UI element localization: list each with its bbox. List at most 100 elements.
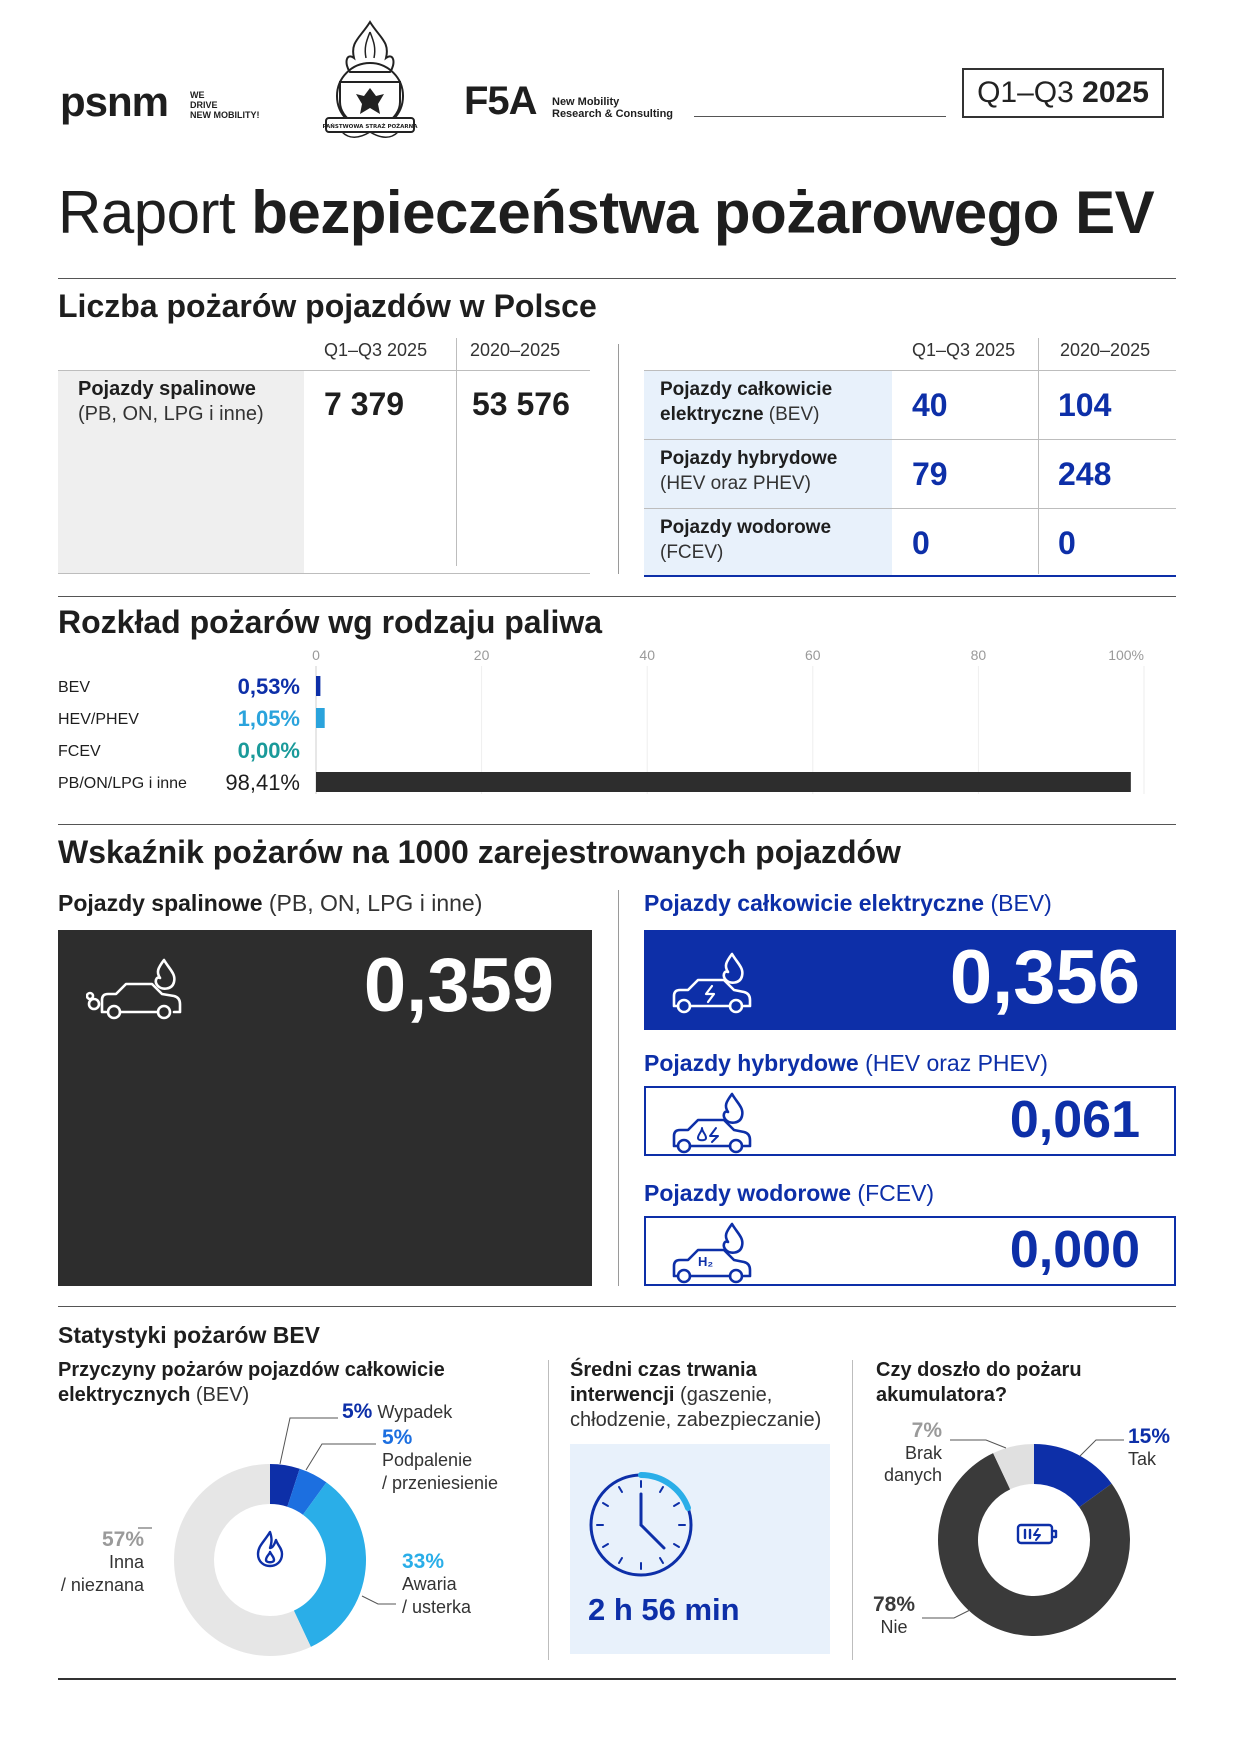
battery-donut	[922, 1439, 1130, 1636]
category-label: PB/ON/LPG i inne	[58, 775, 187, 792]
battery-no-text: Nie	[880, 1617, 908, 1637]
divider-3	[58, 824, 1176, 825]
ev-row-hydrogen: Pojazdy wodorowe (FCEV) 0 0	[644, 509, 1176, 577]
psnm-logo: psnm WE DRIVE NEW MOBILITY!	[60, 78, 270, 126]
period-year: 2025	[1082, 76, 1149, 109]
rate-center-divider	[618, 890, 619, 1286]
page-title: Raport bezpieczeństwa pożarowego EV	[58, 178, 1155, 247]
duration-title-2: interwencji	[570, 1384, 675, 1406]
hydrogen-rate-name: Pojazdy wodorowe	[644, 1180, 852, 1206]
leader-line	[279, 1417, 338, 1465]
ev-col-total: 2020–2025	[1060, 340, 1151, 360]
battery-yes-text: Tak	[1128, 1449, 1157, 1469]
cause-failure-text-2: / usterka	[402, 1597, 472, 1617]
battery-no-label: 78% Nie	[870, 1594, 918, 1638]
combustion-rate-sub: (PB, ON, LPG i inne)	[268, 890, 483, 916]
psnm-tagline-2: DRIVE	[190, 100, 218, 110]
bev-rate-sub: (BEV)	[990, 890, 1052, 916]
divider-2	[58, 596, 1176, 597]
psp-emblem-text: PAŃSTWOWA STRAŻ POŻARNA	[323, 122, 419, 130]
hydrogen-badge: H₂	[698, 1254, 714, 1269]
footer-rule	[58, 1678, 1176, 1680]
category-label: HEV/PHEV	[58, 711, 139, 728]
category-label: FCEV	[58, 743, 101, 760]
duration-value: 2 h 56 min	[588, 1592, 740, 1627]
leader-line	[305, 1443, 376, 1471]
fire-icon	[254, 1530, 286, 1573]
hybrid-name: Pojazdy hybrydowe	[660, 448, 838, 469]
cause-arson-text-2: / przeniesienie	[382, 1473, 499, 1493]
hybrid-total-value: 248	[1058, 456, 1112, 492]
duration-title-sub: (gaszenie,	[680, 1384, 773, 1406]
causes-title-1: Przyczyny pożarów pojazdów całkowicie	[58, 1359, 445, 1381]
cause-arson-text: Podpalenie	[382, 1450, 473, 1470]
divider-4	[58, 1306, 1176, 1307]
hydrogen-rate-label: Pojazdy wodorowe (FCEV)	[644, 1180, 934, 1207]
bev-name-2: elektryczne	[660, 404, 764, 425]
x-tick-label: 20	[474, 648, 490, 663]
cause-other-label: 57% Inna / nieznana	[58, 1528, 144, 1597]
donut-slice	[1034, 1444, 1112, 1508]
hybrid-rate-sub: (HEV oraz PHEV)	[865, 1050, 1048, 1076]
stats-divider-1	[548, 1360, 549, 1660]
hybrid-rate-card: 0,061	[644, 1086, 1176, 1156]
rate-heading: Wskaźnik pożarów na 1000 zarejestrowanyc…	[58, 834, 901, 870]
category-label: BEV	[58, 679, 90, 696]
hybrid-car-icon	[670, 1092, 754, 1159]
donut-slice	[174, 1464, 311, 1656]
f5a-logo: F5A New Mobility Research & Consulting	[464, 79, 684, 126]
cause-arson-label: 5% Podpalenie / przeniesienie	[382, 1426, 498, 1495]
combustion-sub: (PB, ON, LPG i inne)	[78, 403, 264, 425]
bev-rate-card: 0,356	[644, 930, 1176, 1030]
clock-icon	[586, 1470, 696, 1585]
x-tick-label: 80	[971, 648, 987, 663]
battery-chart: 15% Tak 7% Brak danych 78% Nie	[870, 1400, 1176, 1660]
duration-title: Średni czas trwania interwencji (gaszeni…	[570, 1358, 840, 1433]
leader-line	[361, 1595, 396, 1605]
psp-emblem: PAŃSTWOWA STRAŻ POŻARNA	[320, 18, 420, 142]
data-label: 98,41%	[225, 770, 300, 795]
ev-row-bev: Pojazdy całkowicie elektryczne (BEV) 40 …	[644, 371, 1176, 440]
donut-slice	[993, 1444, 1034, 1490]
data-label: 0,00%	[238, 738, 300, 763]
cause-failure-text: Awaria	[402, 1574, 457, 1594]
combustion-q-value: 7 379	[324, 386, 405, 422]
combustion-rate-label: Pojazdy spalinowe (PB, ON, LPG i inne)	[58, 890, 482, 917]
stats-divider-2	[852, 1360, 853, 1660]
hydrogen-q-value: 0	[912, 525, 930, 561]
duration-card: 2 h 56 min	[570, 1444, 830, 1654]
divider-1	[58, 278, 1176, 279]
bev-q-value: 40	[912, 387, 948, 423]
hybrid-rate-name: Pojazdy hybrydowe	[644, 1050, 859, 1076]
battery-unknown-text: Brak	[904, 1443, 942, 1463]
battery-yes-pct: 15%	[1128, 1425, 1171, 1448]
causes-donut	[138, 1417, 396, 1656]
bev-name: Pojazdy całkowicie	[660, 379, 833, 400]
combustion-rate-value: 0,359	[363, 943, 554, 1028]
causes-title: Przyczyny pożarów pojazdów całkowicie el…	[58, 1358, 498, 1408]
donut-slice	[938, 1453, 1130, 1636]
combustion-name-cell	[58, 371, 304, 573]
psnm-tagline-1: WE	[190, 90, 205, 100]
f5a-wordmark: F5A	[464, 79, 538, 123]
data-label: 0,53%	[238, 674, 300, 699]
period-badge: Q1–Q3 2025	[962, 68, 1164, 118]
hydrogen-rate-card: H₂ 0,000	[644, 1216, 1176, 1286]
bar	[316, 676, 321, 696]
hydrogen-name: Pojazdy wodorowe	[660, 517, 832, 538]
title-light: Raport	[58, 179, 236, 246]
hydrogen-total-value: 0	[1058, 525, 1076, 561]
fuel-heading: Rozkład pożarów wg rodzaju paliwa	[58, 604, 603, 640]
cause-accident-text: Wypadek	[377, 1402, 453, 1422]
count-center-divider	[618, 344, 619, 574]
leader-line	[1079, 1439, 1124, 1457]
f5a-tagline-1: New Mobility	[552, 96, 620, 108]
combustion-total-value: 53 576	[472, 386, 570, 422]
hydrogen-sub: (FCEV)	[660, 542, 724, 563]
combustion-car-icon	[85, 956, 188, 1025]
bar	[316, 708, 325, 728]
hydrogen-rate-sub: (FCEV)	[857, 1180, 935, 1206]
x-tick-label: 100%	[1108, 648, 1144, 663]
causes-chart: 5% Wypadek 5% Podpalenie / przeniesienie…	[58, 1400, 518, 1660]
x-tick-label: 40	[639, 648, 655, 663]
